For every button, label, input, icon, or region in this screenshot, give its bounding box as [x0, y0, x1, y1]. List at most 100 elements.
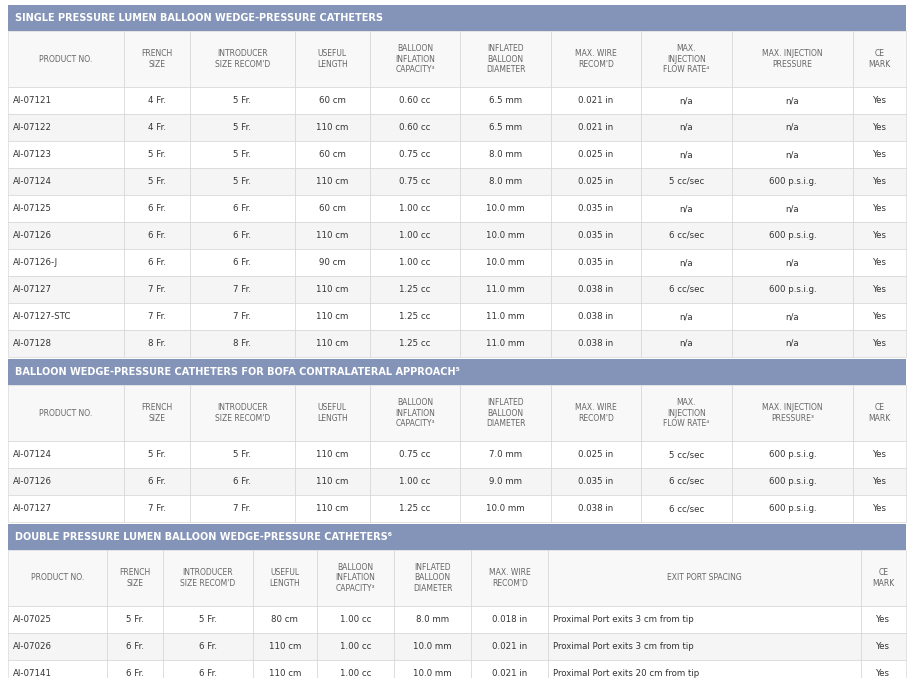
Text: MAX. WIRE
RECOM'D: MAX. WIRE RECOM'D: [575, 49, 617, 68]
Text: AI-07025: AI-07025: [13, 615, 52, 624]
Bar: [190, 87, 295, 114]
Text: n/a: n/a: [785, 258, 799, 267]
Text: 0.035 in: 0.035 in: [579, 204, 613, 213]
Bar: [295, 441, 370, 468]
Bar: [107, 606, 164, 633]
Bar: [861, 660, 906, 678]
Text: 0.038 in: 0.038 in: [579, 339, 613, 348]
Text: 6 Fr.: 6 Fr.: [148, 231, 166, 240]
Text: 0.035 in: 0.035 in: [579, 231, 613, 240]
Text: n/a: n/a: [680, 258, 694, 267]
Bar: [394, 606, 471, 633]
Text: Proximal Port exits 3 cm from tip: Proximal Port exits 3 cm from tip: [553, 642, 694, 651]
Text: AI-07127-STC: AI-07127-STC: [13, 312, 71, 321]
Text: 6 cc/sec: 6 cc/sec: [669, 504, 704, 513]
Bar: [190, 303, 295, 330]
Bar: [317, 606, 394, 633]
Text: Yes: Yes: [873, 177, 887, 186]
Text: 0.018 in: 0.018 in: [492, 615, 527, 624]
Bar: [642, 495, 732, 522]
Text: BALLOON
INFLATION
CAPACITY³: BALLOON INFLATION CAPACITY³: [395, 44, 435, 74]
Text: PRODUCT NO.: PRODUCT NO.: [39, 409, 92, 418]
Text: 0.60 cc: 0.60 cc: [399, 123, 430, 132]
Bar: [853, 276, 906, 303]
Bar: [551, 222, 642, 249]
Bar: [461, 31, 551, 87]
Text: 8 Fr.: 8 Fr.: [233, 339, 251, 348]
Bar: [732, 276, 853, 303]
Bar: [642, 303, 732, 330]
Text: 7 Fr.: 7 Fr.: [148, 312, 166, 321]
Bar: [123, 249, 190, 276]
Bar: [8, 87, 123, 114]
Bar: [370, 276, 461, 303]
Bar: [548, 606, 861, 633]
Text: 10.0 mm: 10.0 mm: [413, 669, 452, 678]
Text: Yes: Yes: [873, 96, 887, 105]
Bar: [8, 385, 123, 441]
Bar: [370, 168, 461, 195]
Bar: [190, 330, 295, 357]
Bar: [732, 441, 853, 468]
Text: 10.0 mm: 10.0 mm: [486, 258, 525, 267]
Bar: [123, 441, 190, 468]
Bar: [732, 385, 853, 441]
Bar: [107, 550, 164, 606]
Text: 600 p.s.i.g.: 600 p.s.i.g.: [769, 177, 816, 186]
Text: 10.0 mm: 10.0 mm: [486, 231, 525, 240]
Text: Proximal Port exits 3 cm from tip: Proximal Port exits 3 cm from tip: [553, 615, 694, 624]
Text: 6 cc/sec: 6 cc/sec: [669, 231, 704, 240]
Text: 1.25 cc: 1.25 cc: [399, 339, 430, 348]
Text: n/a: n/a: [680, 96, 694, 105]
Text: 6 Fr.: 6 Fr.: [233, 204, 251, 213]
Bar: [853, 330, 906, 357]
Text: 1.00 cc: 1.00 cc: [340, 642, 371, 651]
Bar: [164, 550, 253, 606]
Text: FRENCH
SIZE: FRENCH SIZE: [142, 49, 173, 68]
Bar: [370, 87, 461, 114]
Bar: [461, 114, 551, 141]
Text: MAX. INJECTION
PRESSURE³: MAX. INJECTION PRESSURE³: [762, 403, 823, 422]
Text: 8 Fr.: 8 Fr.: [148, 339, 166, 348]
Bar: [295, 330, 370, 357]
Bar: [471, 550, 548, 606]
Text: 110 cm: 110 cm: [316, 285, 348, 294]
Text: 5 Fr.: 5 Fr.: [126, 615, 144, 624]
Bar: [461, 330, 551, 357]
Text: 110 cm: 110 cm: [316, 450, 348, 459]
Bar: [732, 222, 853, 249]
Text: 110 cm: 110 cm: [269, 642, 301, 651]
Bar: [853, 495, 906, 522]
Text: 4 Fr.: 4 Fr.: [148, 123, 166, 132]
Text: 110 cm: 110 cm: [316, 504, 348, 513]
Text: 0.025 in: 0.025 in: [579, 177, 613, 186]
Text: USEFUL
LENGTH: USEFUL LENGTH: [317, 403, 347, 422]
Text: Yes: Yes: [873, 450, 887, 459]
Text: 7 Fr.: 7 Fr.: [233, 312, 251, 321]
Bar: [8, 633, 107, 660]
Text: 6 Fr.: 6 Fr.: [233, 231, 251, 240]
Bar: [190, 495, 295, 522]
Bar: [732, 495, 853, 522]
Text: AI-07125: AI-07125: [13, 204, 52, 213]
Text: MAX. INJECTION
PRESSURE: MAX. INJECTION PRESSURE: [762, 49, 823, 68]
Text: n/a: n/a: [785, 96, 799, 105]
Bar: [8, 495, 123, 522]
Bar: [853, 141, 906, 168]
Bar: [548, 633, 861, 660]
Text: 0.038 in: 0.038 in: [579, 312, 613, 321]
Text: PRODUCT NO.: PRODUCT NO.: [39, 54, 92, 64]
Bar: [190, 31, 295, 87]
Text: AI-07126: AI-07126: [13, 477, 52, 486]
Bar: [551, 330, 642, 357]
Text: 5 Fr.: 5 Fr.: [148, 177, 166, 186]
Text: 1.00 cc: 1.00 cc: [399, 477, 430, 486]
Bar: [370, 468, 461, 495]
Text: 0.038 in: 0.038 in: [579, 504, 613, 513]
Text: 6 Fr.: 6 Fr.: [233, 477, 251, 486]
Text: MAX. WIRE
RECOM'D: MAX. WIRE RECOM'D: [489, 568, 531, 588]
Text: USEFUL
LENGTH: USEFUL LENGTH: [270, 568, 300, 588]
Bar: [732, 303, 853, 330]
Text: 1.00 cc: 1.00 cc: [399, 204, 430, 213]
Bar: [8, 31, 123, 87]
